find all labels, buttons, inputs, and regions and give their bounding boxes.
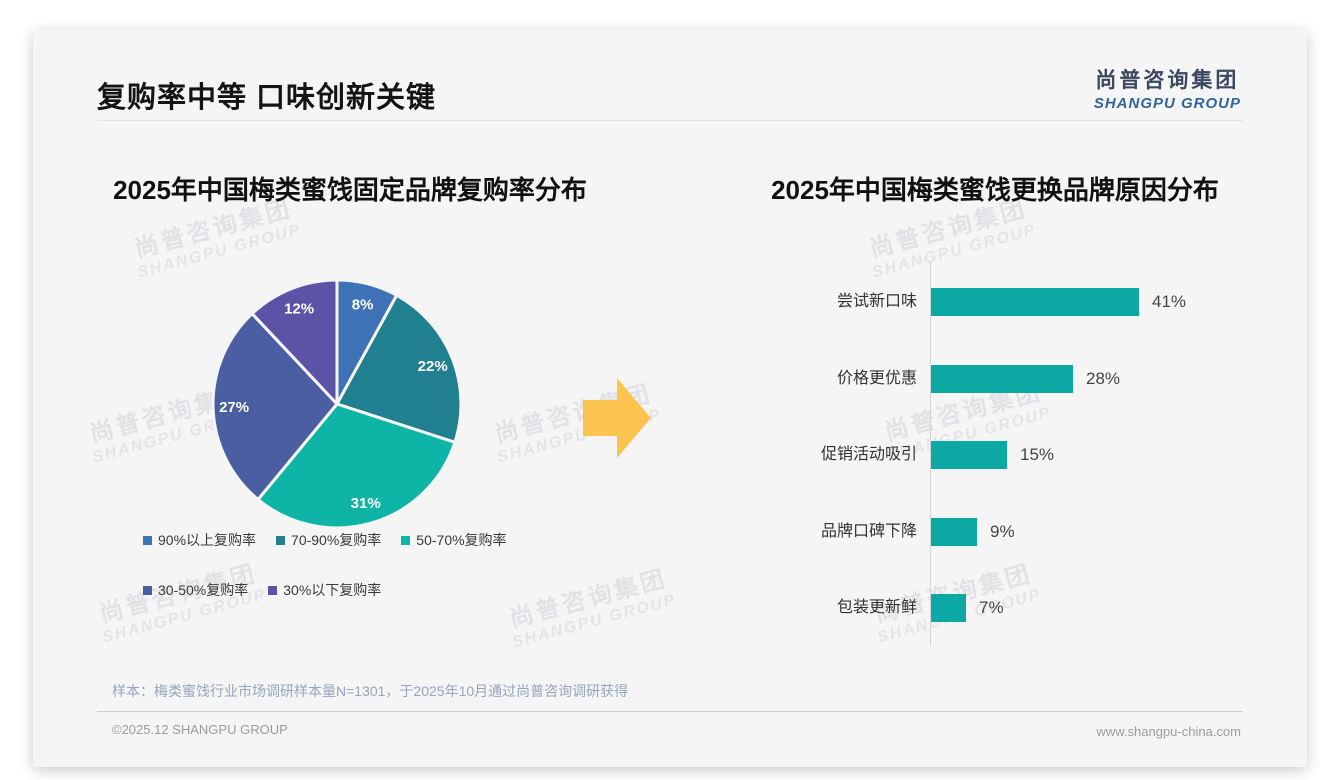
legend-label: 90%以上复购率	[158, 532, 257, 548]
legend-item: 70-90%复购率	[276, 530, 381, 550]
legend-label: 50-70%复购率	[416, 532, 507, 548]
legend-item: 30%以下复购率	[268, 580, 381, 600]
legend-swatch	[143, 585, 152, 595]
page-title: 复购率中等 口味创新关键	[97, 82, 437, 114]
bar-fill	[931, 288, 1139, 316]
footer-divider	[97, 711, 1243, 712]
logo-text-en: SHANGPU GROUP	[1093, 95, 1241, 112]
pie-data-label: 12%	[284, 300, 314, 317]
bar-category-label: 包装更新鲜	[836, 599, 917, 616]
legend-item: 30-50%复购率	[143, 580, 248, 600]
footer-website: www.shangpu-china.com	[1096, 724, 1241, 739]
legend-label: 30%以下复购率	[283, 582, 382, 598]
pie-data-label: 22%	[418, 358, 448, 375]
bar-category-label: 价格更优惠	[836, 370, 917, 387]
bar-fill	[931, 441, 1007, 469]
bar-category-label: 尝试新口味	[836, 293, 917, 310]
bar-value-label: 9%	[990, 522, 1015, 541]
pie-slice	[211, 312, 339, 501]
bar-value-label: 41%	[1152, 292, 1187, 311]
pie-chart-title: 2025年中国梅类蜜饯固定品牌复购率分布	[113, 175, 587, 205]
company-logo: 尚普咨询集团 SHANGPU GROUP	[1094, 64, 1241, 112]
pie-legend: 90%以上复购率 70-90%复购率 50-70%复购率 30-50%复购率 30%以下…	[143, 530, 613, 630]
pie-data-label: 8%	[352, 296, 374, 313]
pie-slice	[256, 402, 457, 530]
pie-slice	[335, 293, 463, 444]
pie-data-label: 31%	[351, 495, 381, 512]
bar-fill	[931, 594, 966, 622]
pie-slice	[250, 278, 339, 406]
legend-item: 90%以上复购率	[143, 530, 256, 550]
legend-label: 70-90%复购率	[291, 532, 382, 548]
pie-data-label: 27%	[219, 399, 249, 416]
bar-category-label: 品牌口碑下降	[820, 523, 917, 540]
bar-chart-title: 2025年中国梅类蜜饯更换品牌原因分布	[771, 175, 1219, 205]
bar-fill	[931, 365, 1073, 393]
legend-swatch	[143, 535, 152, 545]
legend-swatch	[268, 585, 278, 595]
legend-label: 30-50%复购率	[158, 582, 249, 598]
legend-swatch	[276, 535, 286, 545]
bar-fill	[931, 518, 977, 546]
bar-value-label: 7%	[979, 598, 1004, 617]
arrow-icon	[583, 378, 651, 458]
bar-value-label: 28%	[1086, 369, 1121, 388]
legend-swatch	[401, 535, 411, 545]
bar-category-label: 促销活动吸引	[820, 446, 917, 463]
sample-note: 样本：梅类蜜饯行业市场调研样本量N=1301，于2025年10月通过尚普咨询调研…	[112, 683, 629, 699]
legend-item: 50-70%复购率	[401, 530, 507, 550]
logo-text-cn: 尚普咨询集团	[1095, 69, 1240, 92]
bar-chart-axis	[930, 262, 931, 646]
bar-value-label: 15%	[1020, 445, 1055, 464]
slide-card: 尚普咨询集团 SHANGPU GROUP 尚普咨询集团 SHANGPU GROUP 尚普…	[33, 30, 1307, 767]
footer-copyright: ©2025.12 SHANGPU GROUP	[112, 722, 288, 737]
pie-chart: 8% 22% 31% 27% 12%	[177, 252, 497, 562]
title-divider	[97, 120, 1243, 121]
